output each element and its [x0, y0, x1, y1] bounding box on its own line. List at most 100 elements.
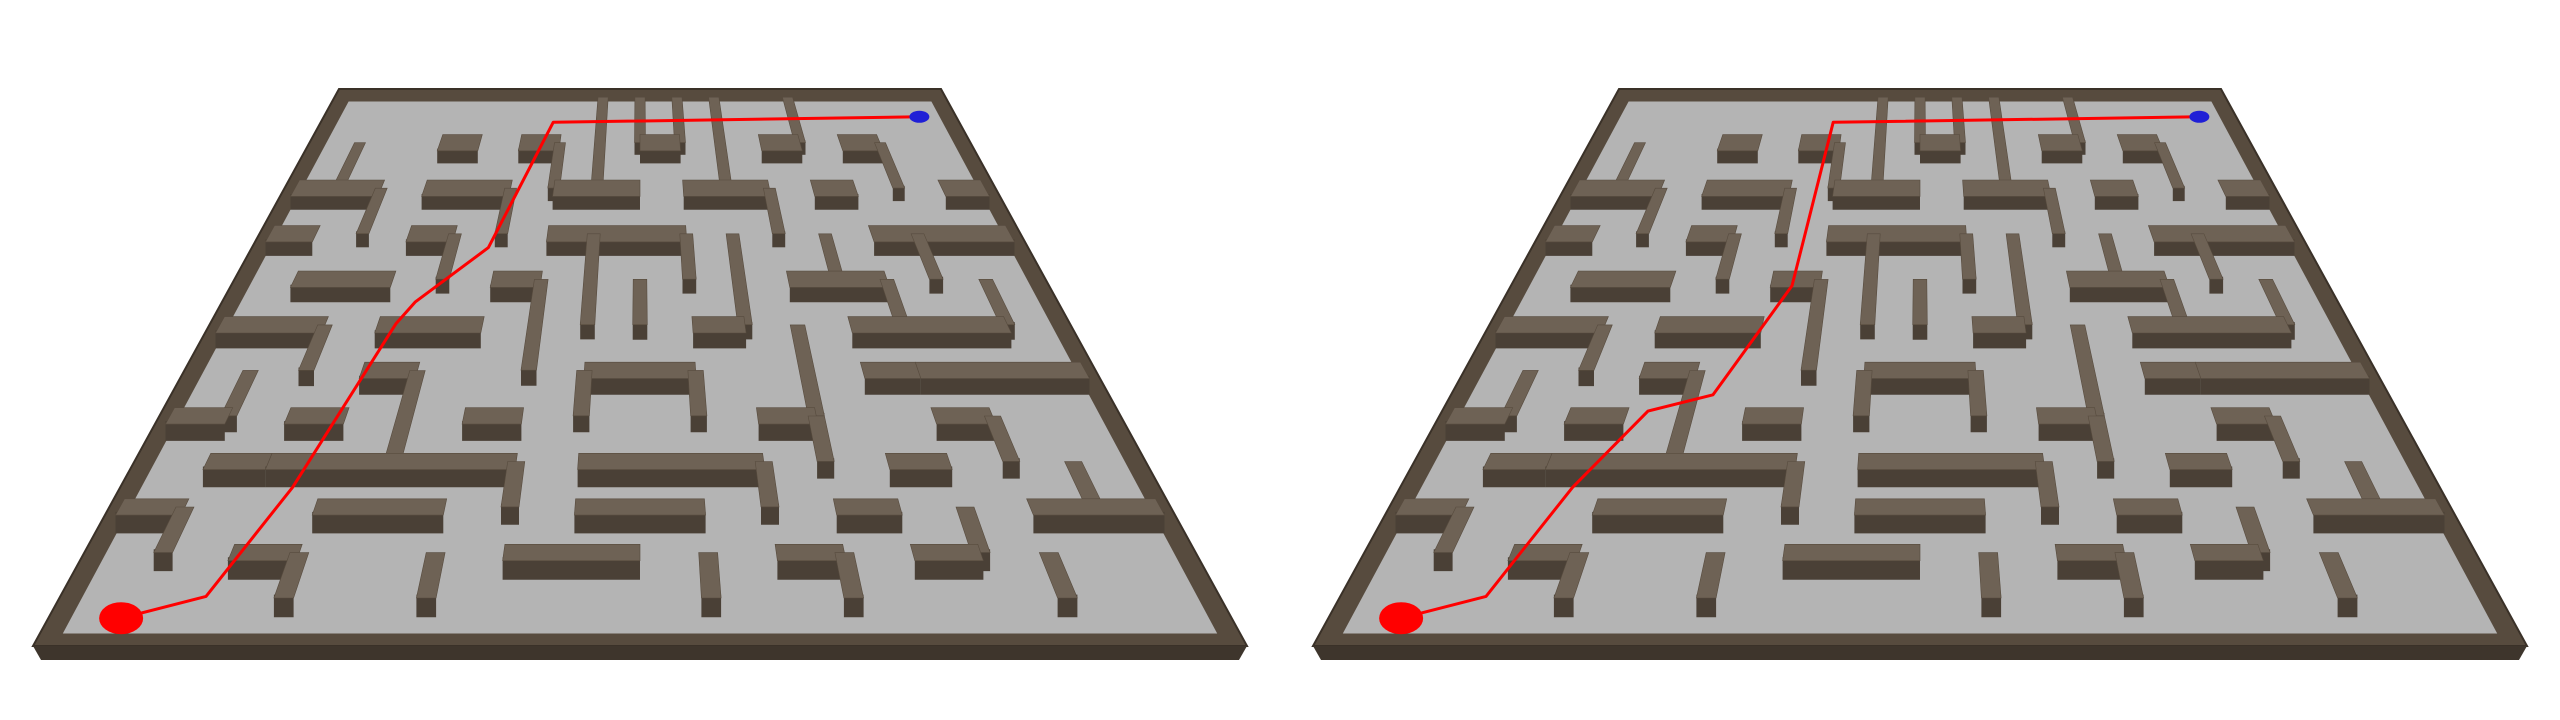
wall-face — [817, 458, 835, 479]
wall-face — [2282, 458, 2300, 479]
wall-face — [864, 375, 921, 395]
wall-top — [1654, 316, 1765, 334]
wall-face — [273, 594, 294, 618]
maze-panel-left — [31, 88, 1249, 660]
wall-top — [1741, 407, 1804, 425]
wall-top — [2164, 452, 2233, 470]
wall-top — [639, 134, 681, 152]
wall-face — [1433, 549, 1453, 572]
wall-face — [416, 594, 437, 618]
wall-face — [490, 284, 541, 303]
wall-top — [1026, 498, 1166, 516]
wall-top — [153, 506, 195, 553]
wall-top — [273, 552, 310, 599]
wall-top — [1563, 407, 1630, 425]
wall-face — [1654, 330, 1761, 349]
wall-face — [1507, 557, 1577, 580]
wall-face — [1395, 511, 1462, 534]
wall-top — [807, 415, 835, 462]
wall-face — [1826, 239, 1967, 256]
start-marker — [1379, 602, 1424, 635]
wall-top — [1967, 370, 1988, 417]
wall-top — [374, 316, 485, 334]
wall-top — [834, 552, 864, 599]
wall-face — [1553, 594, 1574, 618]
wall-face — [1860, 322, 1875, 340]
wall-top — [937, 179, 991, 197]
wall-top — [1701, 179, 1793, 197]
wall-face — [836, 511, 903, 534]
maze-panel-right — [1280, 0, 2560, 720]
solution-path — [120, 115, 920, 620]
wall-face — [2097, 458, 2115, 479]
wall-top — [754, 461, 780, 508]
wall-face — [583, 375, 697, 395]
wall-face — [1545, 239, 1593, 256]
wall-top — [1635, 187, 1668, 234]
wall-face — [290, 194, 378, 210]
wall-top — [2306, 498, 2446, 516]
wall-face — [892, 185, 905, 202]
wall-top — [2087, 415, 2115, 462]
wall-top — [2043, 187, 2066, 234]
wall-face — [632, 322, 648, 340]
wall-face — [1857, 466, 2045, 488]
wall-top — [2139, 361, 2202, 379]
maze-border-front — [1313, 646, 2527, 660]
wall-top — [1494, 316, 1609, 334]
wall-top — [1696, 552, 1726, 599]
wall-face — [920, 375, 1090, 395]
wall-top — [914, 361, 1091, 379]
wall-top — [763, 187, 786, 234]
wall-face — [521, 367, 537, 386]
wall-face — [682, 276, 697, 294]
wall-face — [683, 194, 772, 210]
wall-face — [814, 194, 859, 210]
wall-face — [1482, 466, 1546, 488]
wall-face — [1717, 148, 1758, 164]
wall-top — [1482, 452, 1553, 470]
wall-top — [1826, 225, 1968, 243]
wall-face — [202, 466, 266, 488]
wall-face — [843, 594, 864, 618]
wall-face — [1782, 557, 1920, 580]
wall-top — [1591, 498, 1728, 516]
wall-face — [2169, 466, 2233, 488]
wall-top — [1716, 134, 1763, 152]
wall-face — [2122, 148, 2164, 164]
wall-top — [2318, 552, 2358, 599]
wall-face — [2052, 231, 2066, 248]
wall-top — [283, 407, 350, 425]
wall-face — [2041, 503, 2059, 525]
wall-top — [1832, 179, 1921, 197]
wall-top — [264, 452, 518, 470]
wall-face — [115, 511, 182, 534]
wall-face — [1701, 194, 1789, 210]
wall-face — [2194, 557, 2264, 580]
wall-top — [1780, 461, 1806, 508]
wall-face — [842, 148, 884, 164]
maze-walls — [1394, 96, 2446, 618]
wall-top — [2034, 461, 2060, 508]
wall-face — [1545, 466, 1796, 488]
wall-face — [374, 330, 481, 349]
wall-top — [1578, 324, 1613, 371]
wall-top — [355, 187, 388, 234]
wall-face — [1970, 412, 1987, 433]
wall-top — [1500, 370, 1539, 417]
wall-top — [910, 233, 944, 280]
wall-top — [983, 415, 1021, 462]
wall-face — [1578, 367, 1594, 387]
wall-face — [2144, 375, 2201, 395]
wall-face — [2209, 276, 2224, 294]
maze-view-left — [31, 88, 1249, 660]
maze-view-right — [1311, 88, 2529, 660]
wall-top — [502, 543, 641, 562]
wall-face — [1685, 239, 1733, 256]
wall-face — [758, 421, 818, 441]
wall-top — [1444, 407, 1514, 425]
wall-top — [859, 361, 922, 379]
wall-top — [577, 452, 766, 470]
wall-face — [552, 194, 640, 210]
wall-face — [1798, 148, 1839, 164]
